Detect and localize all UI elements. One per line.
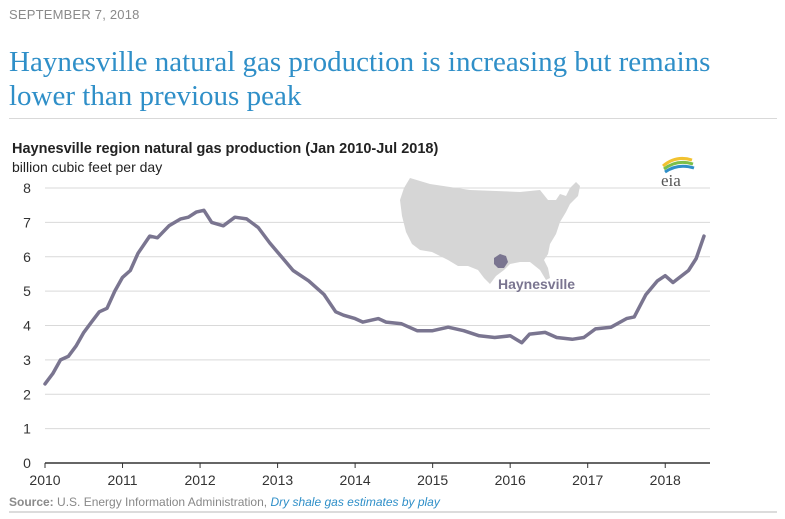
source-note: Source: U.S. Energy Information Administ…	[9, 495, 440, 509]
chart-y-axis-label: billion cubic feet per day	[12, 159, 163, 175]
y-tick-label: 7	[23, 214, 31, 230]
y-tick-label: 4	[23, 318, 31, 334]
y-tick-label: 3	[23, 352, 31, 368]
x-tick-label: 2010	[29, 472, 60, 488]
headline-divider	[9, 118, 777, 119]
series-group	[43, 208, 706, 386]
eia-logo-text: eia	[661, 171, 681, 190]
x-axis: 2010 2011 2012 2013 2014 2015 2016 2017 2018	[29, 462, 710, 488]
haynesville-region	[494, 254, 508, 268]
y-tick-label: 6	[23, 249, 31, 265]
y-tick-label: 8	[23, 180, 31, 196]
x-tick-label: 2016	[495, 472, 526, 488]
y-axis-ticks: 0 1 2 3 4 5 6 7 8	[23, 180, 31, 471]
x-tick-label: 2018	[650, 472, 681, 488]
article-date: SEPTEMBER 7, 2018	[9, 7, 140, 22]
source-link[interactable]: Dry shale gas estimates by play	[270, 495, 440, 509]
eia-logo: eia	[661, 157, 695, 190]
us-map-inset: Haynesville	[400, 178, 580, 292]
x-tick-label: 2011	[107, 472, 137, 488]
source-text: U.S. Energy Information Administration,	[53, 495, 271, 509]
footer-divider	[9, 511, 777, 513]
y-tick-label: 1	[23, 421, 31, 437]
x-tick-label: 2013	[262, 472, 293, 488]
y-tick-label: 0	[23, 455, 31, 471]
gridlines	[45, 187, 710, 430]
y-tick-label: 5	[23, 283, 31, 299]
x-tick-label: 2014	[340, 472, 371, 488]
source-label: Source:	[9, 495, 54, 509]
y-tick-label: 2	[23, 386, 31, 402]
x-tick-label: 2015	[417, 472, 448, 488]
haynesville-map-label: Haynesville	[498, 276, 575, 292]
article-headline: Haynesville natural gas production is in…	[9, 46, 711, 112]
us-map-shape	[400, 178, 580, 284]
chart-title: Haynesville region natural gas productio…	[12, 141, 439, 157]
x-tick-label: 2017	[572, 472, 603, 488]
series-line-haynesville	[43, 208, 706, 386]
x-tick-label: 2012	[184, 472, 215, 488]
